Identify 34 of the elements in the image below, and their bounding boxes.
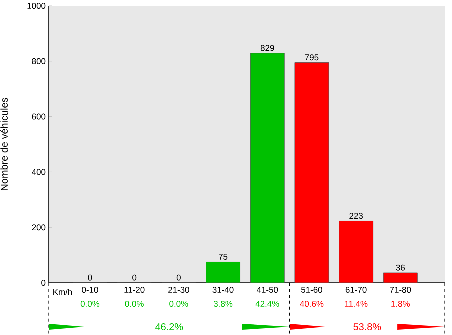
x-axis-title: Km/h [54,289,72,296]
y-tick-label: 600 [32,114,46,120]
data-label: 795 [305,54,319,61]
data-label: 75 [219,254,228,260]
text: 0.0% [125,301,144,308]
data-label: 0 [88,274,92,281]
x-tick-label: 31-40 [212,287,234,294]
y-tick-label: 0 [42,280,46,286]
data-label: 0 [176,274,181,281]
data-label: 0 [132,274,137,281]
y-axis-title: Nombre de véhicules [0,98,8,190]
y-tick-label: 200 [32,224,46,231]
y-tick-label: 800 [32,58,46,64]
text: 53.8% [354,323,382,331]
x-tick-label: 71-80 [390,287,412,294]
text: 11.4% [345,301,368,307]
x-tick-label: 0-10 [82,287,98,294]
text: 3.8% [214,301,233,308]
x-tick-label: 61-70 [346,287,367,294]
text: 46.2% [156,323,184,331]
x-tick-label: 21-30 [168,287,190,294]
x-tick-label: 11-20 [124,287,145,294]
y-tick-label: 400 [32,169,46,176]
text: 0.0% [170,301,188,308]
text: 1.8% [392,301,410,308]
data-label: 223 [350,213,364,220]
text: 42.4% [256,301,280,307]
y-tick-label: 1000 [28,3,46,9]
text: 40.6% [300,301,324,308]
x-tick-label: 51-60 [301,287,322,294]
text: 0.0% [80,301,100,308]
data-label: 36 [396,264,406,271]
x-tick-label: 41-50 [256,287,278,294]
data-label: 829 [260,45,274,52]
